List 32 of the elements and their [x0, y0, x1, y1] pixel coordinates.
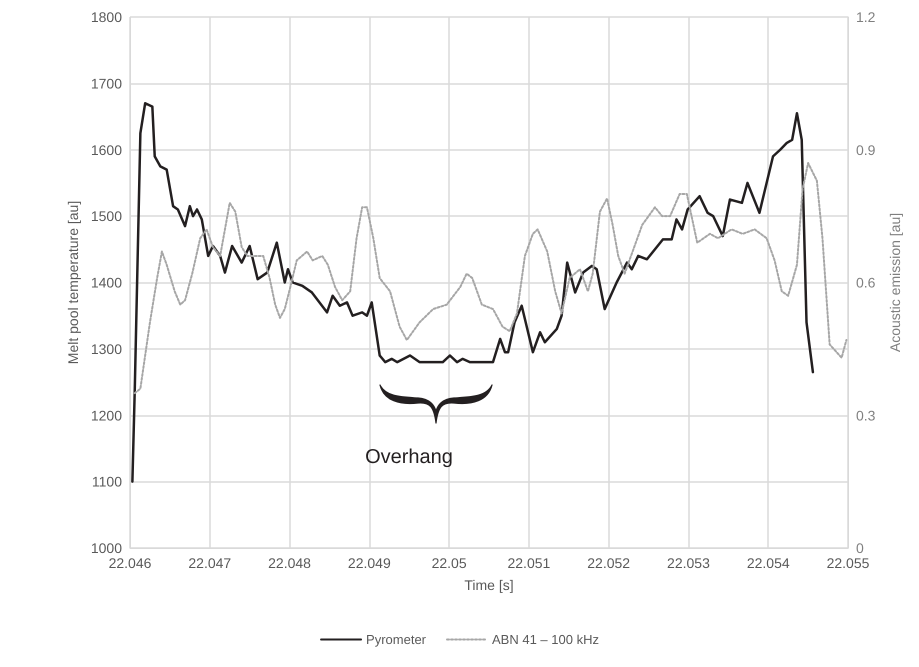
y-tick-label: 1400	[90, 274, 122, 290]
y2-tick-label: 0.6	[856, 274, 876, 290]
x-tick-label: 22.048	[268, 555, 312, 571]
y-tick-label: 1100	[92, 474, 122, 490]
x-tick-label: 22.053	[667, 555, 710, 571]
y-tick-label: 1800	[90, 9, 122, 25]
y-tick-label: 1700	[90, 75, 122, 92]
x-tick-label: 22.055	[826, 555, 870, 571]
y2-tick-label: 0.3	[856, 407, 876, 424]
y-tick-label: 1000	[90, 540, 122, 556]
x-tick-label: 22.052	[587, 555, 630, 571]
x-tick-label: 22.049	[348, 555, 391, 571]
x-tick-label: 22.051	[507, 555, 551, 571]
x-tick-label: 22.046	[108, 555, 152, 571]
y-tick-label: 1200	[90, 407, 122, 424]
x-tick-label: 22.054	[746, 555, 790, 571]
y-axis-title: Melt pool temperature [au]	[64, 200, 81, 364]
x-axis-title: Time [s]	[464, 577, 514, 593]
y-tick-label: 1500	[90, 208, 122, 224]
line-series	[131, 102, 814, 483]
y2-axis-title: Acoustic emission [au]	[887, 212, 903, 352]
y-tick-label: 1300	[90, 340, 122, 357]
y-tick-label: 1600	[90, 142, 122, 158]
legend-label: ABN 41 – 100 kHz	[492, 632, 599, 647]
x-tick-label: 22.047	[188, 555, 232, 571]
y2-tick-label: 1.2	[856, 9, 876, 25]
y2-tick-label: 0.9	[856, 142, 876, 158]
x-tick-label: 22.05	[432, 555, 467, 571]
y2-tick-label: 0	[856, 540, 864, 556]
annotation: Overhang	[365, 446, 453, 468]
line-series	[134, 162, 848, 394]
legend-label: Pyrometer	[366, 632, 427, 647]
